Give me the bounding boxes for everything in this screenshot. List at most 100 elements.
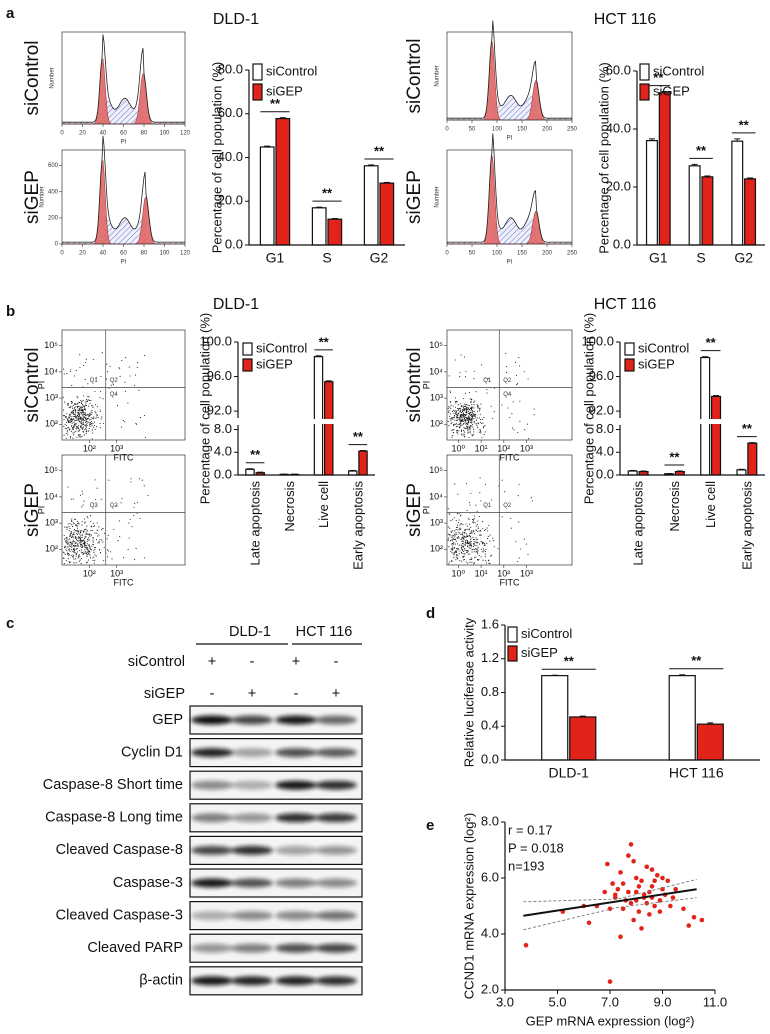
histogram-s-phase [62,217,185,244]
event-dot [99,539,101,541]
event-dot [69,534,71,536]
event-dot [74,530,76,532]
event-dot [471,530,473,532]
event-dot [73,528,76,531]
event-dot [71,544,73,546]
y-tick-label: 0.0 [596,466,614,481]
event-dot [99,549,101,551]
event-dot [76,537,78,539]
event-dot [483,551,485,553]
event-dot [472,410,474,412]
event-dot [467,430,469,432]
event-dot [124,381,126,383]
point [628,900,634,906]
event-dot [76,540,79,542]
event-dot [116,504,118,506]
event-dot [450,548,452,550]
event-dot [82,417,84,419]
event-dot [86,547,88,549]
point [649,867,655,872]
event-dot [67,558,69,560]
event-dot [70,533,72,535]
event-dot [86,543,88,545]
event-dot [504,491,506,493]
event-dot [87,430,89,432]
event-dot [72,541,75,543]
event-dot [476,541,478,543]
event-dot [94,559,96,561]
event-dot [92,559,94,562]
x-tick-label: 0 [445,251,449,257]
event-dot [98,540,100,543]
event-dot [464,410,466,412]
event-dot [78,531,80,533]
event-dot [69,562,71,564]
event-dot [84,404,87,406]
event-dot [83,410,85,412]
event-dot [448,513,450,515]
event-dot [462,407,464,409]
event-dot [474,544,476,546]
event-dot [121,497,123,499]
event-dot [80,402,82,405]
event-dot [139,417,142,419]
event-dot [72,536,74,538]
panel-label: a [6,5,15,22]
blot-band [191,911,233,921]
y-axis-label: Number [50,67,56,88]
event-dot [124,421,126,423]
event-dot [451,535,453,537]
event-dot [72,551,75,553]
event-dot [461,404,463,406]
event-dot [467,517,469,519]
event-dot [469,418,471,420]
event-dot [73,426,75,428]
event-dot [457,548,460,550]
event-dot [105,378,108,380]
event-dot [93,562,95,564]
event-dot [84,379,86,381]
point [644,864,650,870]
event-dot [85,425,87,427]
event-dot [464,414,466,416]
event-dot [477,528,479,530]
x-tick-label: 40 [100,251,107,257]
y-tick-label: 1.2 [481,650,499,665]
event-dot [97,535,99,537]
y-tick-label: 10⁵ [429,465,443,475]
event-dot [100,498,102,500]
event-dot [83,364,85,366]
event-dot [454,543,456,545]
event-dot [466,536,468,538]
event-dot [91,438,93,440]
x-tick-label: Late apoptosis [631,481,646,566]
event-dot [483,529,486,531]
event-dot [477,541,479,544]
event-dot [470,425,472,427]
event-dot [71,521,73,523]
blot-band [315,911,357,921]
event-dot [82,403,84,405]
event-dot [470,557,472,559]
event-dot [89,554,91,556]
event-dot [457,409,459,412]
point [660,875,665,881]
event-dot [85,531,87,533]
x-tick-label: G2 [370,250,389,266]
event-dot [71,524,73,526]
event-dot [469,504,471,506]
point [633,889,639,895]
event-dot [136,512,138,514]
event-dot [94,498,96,501]
event-dot [69,535,71,537]
y-axis-label: Percentage of cell population (%) [209,62,224,254]
event-dot [530,497,532,499]
event-dot [457,433,459,435]
event-dot [80,543,82,545]
event-dot [491,499,493,501]
event-dot [462,550,464,552]
event-dot [81,536,83,539]
event-dot [464,436,466,438]
event-dot [482,542,484,544]
event-dot [473,434,475,436]
